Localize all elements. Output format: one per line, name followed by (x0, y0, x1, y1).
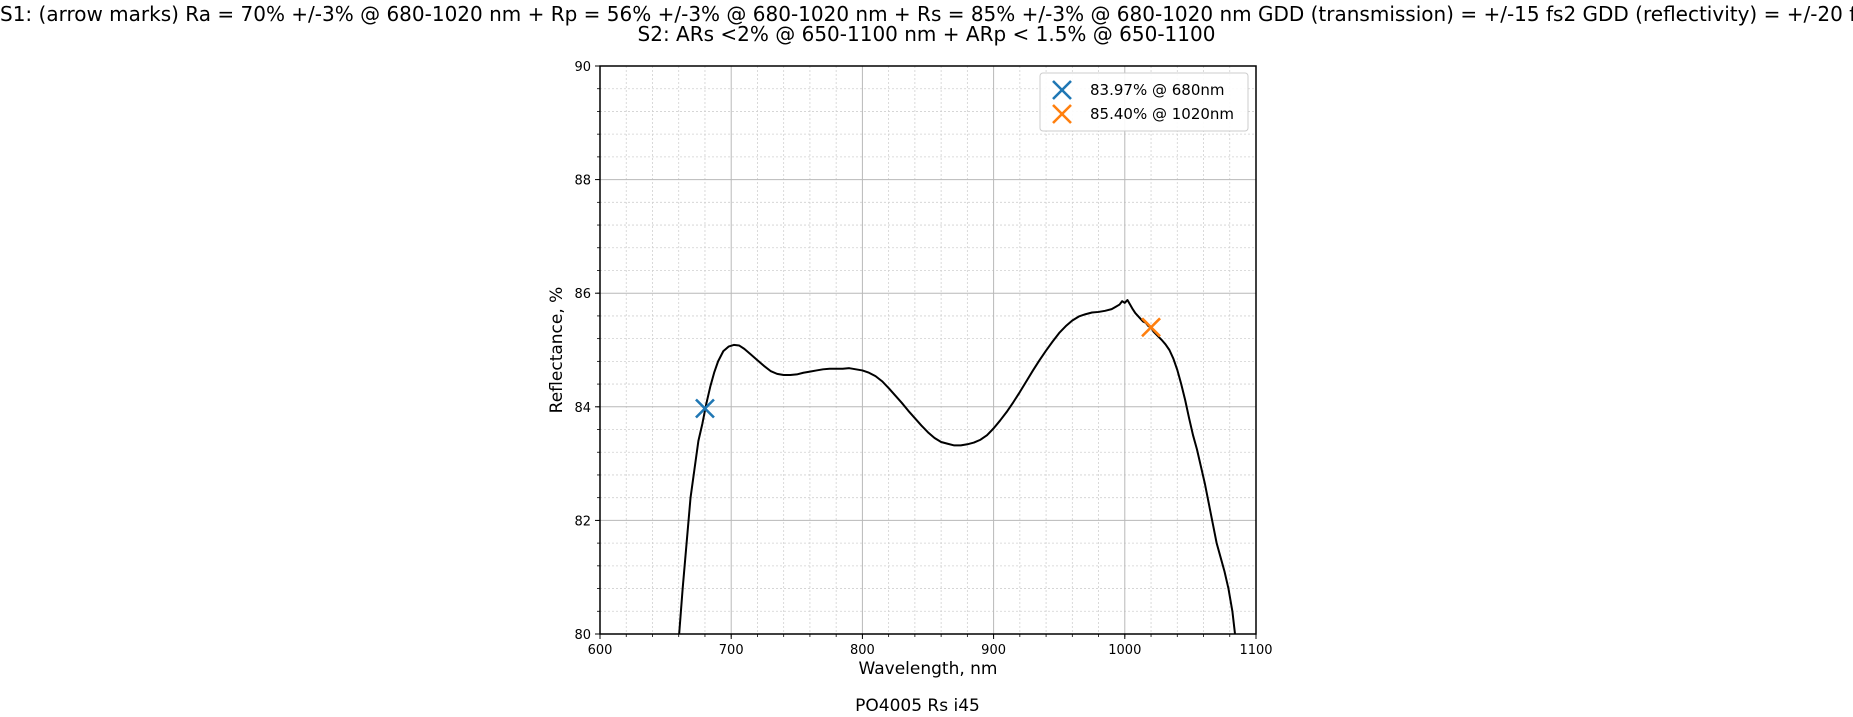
y-tick-label: 80 (574, 628, 591, 643)
data-marker-2-stroke-b (1141, 317, 1161, 338)
x-tick-label: 800 (850, 643, 875, 658)
x-axis-label: Wavelength, nm (859, 659, 998, 679)
plot-frame (599, 65, 1257, 635)
legend: 83.97% @ 680nm 85.40% @ 1020nm (1039, 72, 1249, 132)
y-axis-label: Reflectance, % (547, 287, 567, 414)
data-marker-2 (1141, 317, 1161, 338)
legend-marker-2 (1052, 104, 1072, 124)
x-tick-label: 700 (719, 643, 744, 658)
x-tick-label: 1100 (1239, 643, 1272, 658)
data-marker-1-stroke-b (695, 398, 715, 419)
data-marker-1 (695, 398, 715, 419)
x-tick-label: 900 (981, 643, 1006, 658)
chart-title-line-2: S2: ARs <2% @ 650-1100 nm + ARp < 1.5% @… (637, 22, 1216, 46)
legend-entry-1: 83.97% @ 680nm (1090, 81, 1224, 99)
y-tick-label: 82 (574, 514, 591, 529)
series-group (678, 299, 1237, 634)
major-grid (599, 65, 1257, 635)
legend-entry-2: 85.40% @ 1020nm (1090, 105, 1234, 123)
y-tick-label: 88 (574, 174, 591, 189)
x-tick-label: 600 (588, 643, 613, 658)
legend-marker-1 (1052, 80, 1072, 100)
chart-title-line-1: S1: (arrow marks) Ra = 70% +/-3% @ 680-1… (0, 2, 1853, 26)
marker-group (695, 317, 1161, 419)
x-tick-label: 1000 (1108, 643, 1141, 658)
legend-marker-1-stroke-b (1052, 80, 1072, 100)
axis-ticks: 600 700 800 900 1000 1100 80 82 84 86 88 90 (574, 60, 1272, 658)
legend-marker-2-stroke-b (1052, 104, 1072, 124)
legend-box (1039, 72, 1249, 132)
reflectance-curve (678, 299, 1237, 634)
y-tick-label: 90 (574, 60, 591, 75)
minor-grid (600, 66, 1256, 634)
figure-caption: PO4005 Rs i45 (855, 696, 980, 716)
y-tick-label: 86 (574, 287, 591, 302)
y-tick-label: 84 (574, 401, 591, 416)
